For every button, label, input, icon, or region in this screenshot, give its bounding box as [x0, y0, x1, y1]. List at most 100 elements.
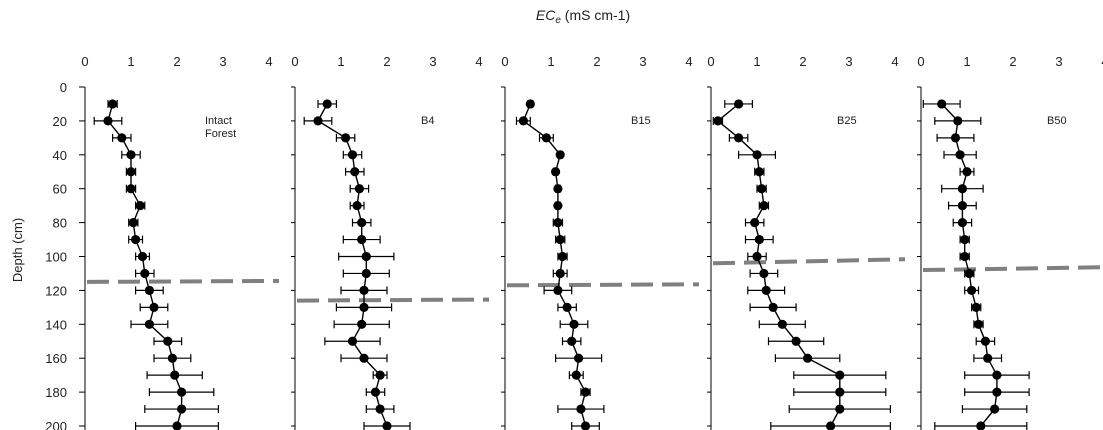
data-point: [551, 167, 561, 177]
data-point: [163, 336, 173, 346]
data-point: [370, 387, 381, 397]
data-point: [553, 184, 563, 194]
x-tick-label: 1: [753, 54, 760, 69]
data-point: [964, 268, 974, 279]
x-tick-label: 0: [81, 54, 88, 69]
x-tick-label: 4: [1101, 54, 1103, 69]
data-point: [518, 116, 529, 126]
data-point: [973, 319, 984, 329]
data-point: [835, 387, 845, 397]
data-point: [967, 285, 977, 295]
data-point: [957, 184, 968, 194]
chart-title-units: (mS cm-1): [561, 7, 630, 23]
data-point: [357, 319, 367, 329]
data-point: [761, 285, 771, 295]
data-point: [976, 421, 986, 430]
x-tick-label: 3: [845, 54, 852, 69]
data-point: [170, 370, 180, 380]
data-point: [990, 404, 1000, 414]
panel-label: B4: [421, 115, 434, 127]
x-tick-label: 4: [891, 54, 898, 69]
data-point: [992, 370, 1002, 380]
y-axis-label: Depth (cm): [10, 218, 25, 282]
y-axis: 0 20 40 60 80 100 120 140 160 180 200: [45, 80, 85, 430]
data-point: [569, 319, 579, 329]
data-point: [576, 404, 586, 414]
y-tick-label: 180: [45, 385, 67, 400]
x-tick-label: 1: [337, 54, 344, 69]
data-point: [359, 353, 369, 363]
data-point: [777, 319, 787, 329]
data-point: [541, 133, 552, 143]
data-point: [752, 150, 762, 160]
data-point: [126, 150, 136, 160]
chart-title-main: EC: [536, 7, 556, 23]
data-point: [347, 336, 358, 346]
x-tick-label: 2: [173, 54, 180, 69]
data-point: [131, 234, 141, 245]
data-point: [108, 99, 118, 109]
data-point: [553, 201, 563, 211]
data-point: [962, 167, 972, 177]
y-tick-label: 200: [45, 419, 67, 430]
data-point: [580, 421, 591, 430]
y-tick-label: 140: [45, 317, 67, 332]
x-tick-label: 4: [685, 54, 692, 69]
x-tick-label: 1: [547, 54, 554, 69]
data-point: [713, 116, 723, 126]
x-tick-label: 3: [639, 54, 646, 69]
series-line: [941, 103, 998, 427]
data-point: [382, 421, 392, 430]
data-point: [375, 404, 385, 414]
data-point: [555, 150, 565, 160]
data-point: [144, 285, 154, 295]
data-point: [826, 421, 836, 430]
y-tick-label: 100: [45, 250, 67, 265]
data-point: [980, 336, 991, 346]
series-line: [716, 103, 841, 427]
y-tick-label: 60: [53, 182, 67, 197]
threshold-line: [712, 257, 906, 266]
panel-b25: 0 1 2 3 4 B25: [707, 54, 906, 430]
data-point: [960, 234, 970, 245]
data-point: [953, 116, 963, 126]
data-point: [555, 234, 565, 245]
x-tick-label: 2: [1009, 54, 1016, 69]
x-tick-label: 0: [917, 54, 924, 69]
y-tick-label: 80: [53, 216, 67, 231]
threshold-line: [296, 297, 490, 303]
x-tick-label: 0: [291, 54, 298, 69]
x-tick-label: 3: [219, 54, 226, 69]
panel-label: B25: [837, 115, 857, 127]
data-point: [135, 201, 145, 211]
data-point: [553, 285, 563, 295]
data-point: [803, 353, 813, 363]
data-point: [359, 285, 369, 295]
data-point: [971, 302, 981, 312]
data-point: [172, 421, 182, 430]
data-point: [350, 167, 360, 177]
data-point: [835, 404, 845, 414]
data-point: [562, 302, 572, 312]
data-point: [352, 201, 362, 211]
data-point: [126, 167, 136, 177]
data-point: [137, 251, 148, 262]
data-point: [983, 353, 993, 363]
data-point: [754, 234, 764, 245]
x-tick-label: 3: [1055, 54, 1062, 69]
data-point: [759, 201, 769, 211]
panel-intact-forest: 0 1 2 3 4 Intact Forest: [81, 54, 280, 430]
data-point: [754, 167, 764, 177]
x-tick-label: 4: [265, 54, 272, 69]
data-point: [375, 370, 385, 380]
y-tick-label: 40: [53, 148, 67, 163]
y-tick-label: 160: [45, 351, 67, 366]
data-point: [752, 251, 762, 262]
x-tick-label: 0: [707, 54, 714, 69]
series-line: [107, 103, 183, 427]
data-point: [557, 251, 568, 262]
data-point: [955, 150, 965, 160]
data-point: [140, 268, 150, 279]
